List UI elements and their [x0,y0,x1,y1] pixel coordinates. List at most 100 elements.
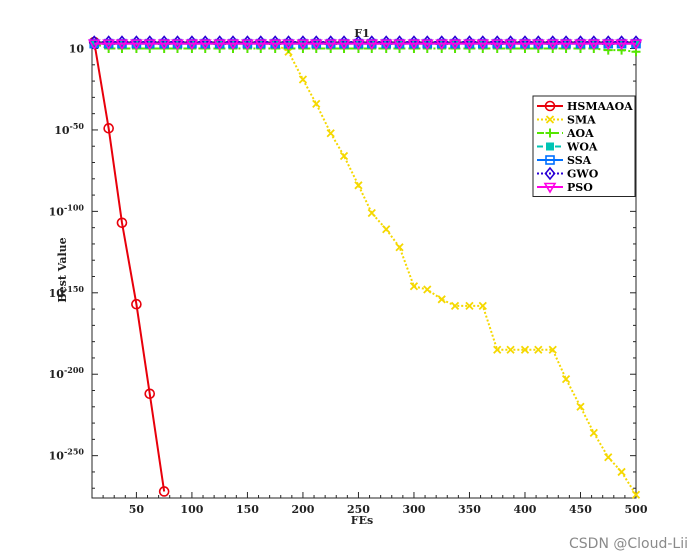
y-tick-base: 10 [49,205,65,218]
data-point-pso [463,39,476,51]
data-point-pso [157,39,171,51]
y-tick-exponent: -50 [70,121,85,131]
y-axis-label: Best Value [56,237,69,302]
data-point-pso [324,39,338,51]
data-point-pso [407,39,421,51]
data-point-pso [337,39,351,51]
data-point-sma [506,345,515,354]
data-point-pso [559,39,573,51]
legend-item-hsmaaoa: HSMAAOA [537,100,633,113]
y-tick-label: 10-100 [49,202,85,218]
x-tick-label: 150 [236,503,259,516]
data-point-pso [198,39,212,51]
data-point-sma [298,75,308,84]
x-tick-label: 50 [129,503,145,516]
data-point-pso [629,39,643,51]
y-tick-base: 10 [49,287,65,300]
x-tick-label: 300 [402,503,425,516]
legend-marker-pso [543,182,557,194]
data-point-pso [282,39,295,51]
data-point-sma [493,345,502,354]
y-tick-exponent: -250 [64,447,84,457]
data-point-pso [504,39,517,51]
y-tick-label: 10-200 [49,365,85,381]
legend-label-sma: SMA [567,114,596,127]
data-point-pso [518,39,532,51]
data-point-sma [534,345,543,354]
x-tick-label: 500 [625,503,648,516]
series-line-sma [94,42,637,496]
data-point-sma [437,295,446,304]
data-point-pso [435,39,449,51]
legend-item-aoa: AOA [537,127,594,140]
series-pso [87,39,643,51]
data-point-pso [296,39,310,51]
legend-label-gwo: GWO [567,168,599,181]
data-point-pso [254,39,268,51]
x-axis-label: FEs [351,514,373,527]
data-point-sma [478,301,487,310]
data-point-pso [448,39,462,51]
y-tick-base: 10 [54,124,70,137]
y-tick-exponent: -200 [64,365,84,375]
data-point-hsmaaoa [158,486,170,497]
data-point-pso [226,39,240,51]
data-point-pso [615,39,628,51]
data-point-pso [213,39,227,51]
watermark: CSDN @Cloud-Lii [569,536,688,552]
x-tick-label: 450 [569,503,592,516]
data-point-pso [420,39,434,51]
series-line-hsmaaoa [93,41,166,492]
data-point-sma [326,129,335,138]
data-point-sma [604,453,613,462]
x-tick-label: 250 [347,503,370,516]
data-point-pso [352,39,365,51]
y-tick-base: 10 [49,368,65,381]
y-tick-label: 10 [69,43,85,56]
data-point-sma [561,374,571,384]
legend-label-hsmaaoa: HSMAAOA [567,100,633,113]
data-point-pso [87,39,101,51]
y-tick-base: 10 [69,43,85,56]
legend-label-woa: WOA [566,141,598,154]
data-point-sma [631,490,641,499]
y-tick-label: 10-150 [49,284,85,300]
legend-marker-sma [545,115,555,124]
legend-marker-hsmaaoa [544,100,556,112]
data-point-pso [309,39,323,51]
data-point-pso [185,39,199,51]
x-tick-label: 350 [458,503,481,516]
legend-item-pso: PSO [537,181,593,194]
data-point-sma [450,301,460,310]
legend-marker-aoa [545,128,555,138]
data-point-pso [601,39,615,51]
axes: 50 100 150 200 250 300 350 400 450 5001010-5010-1… [49,41,648,516]
legend-marker-gwo [544,166,556,181]
data-point-hsmaaoa [131,298,142,310]
data-point-pso [490,39,504,51]
legend-label-aoa: AOA [566,127,594,140]
y-tick-base: 10 [49,450,65,463]
legend-marker-ssa [545,155,555,165]
data-point-pso [171,39,184,51]
legend-marker-woa [546,142,554,151]
data-point-sma [339,151,349,161]
data-point-pso [130,39,143,51]
data-point-sma [617,467,626,477]
y-tick-exponent: -100 [64,202,84,212]
data-point-pso [546,39,560,51]
data-point-pso [241,39,254,51]
data-point-sma [465,301,474,310]
legend-item-ssa: SSA [537,154,592,167]
legend-label-ssa: SSA [567,154,592,167]
data-point-pso [365,39,379,51]
x-tick-label: 200 [291,503,314,516]
chart-title: F1 [354,27,369,40]
data-point-sma [409,282,419,291]
data-point-sma [548,345,557,354]
legend-item-gwo: GWO [537,166,599,181]
data-point-hsmaaoa [103,123,114,134]
data-point-pso [102,39,116,51]
